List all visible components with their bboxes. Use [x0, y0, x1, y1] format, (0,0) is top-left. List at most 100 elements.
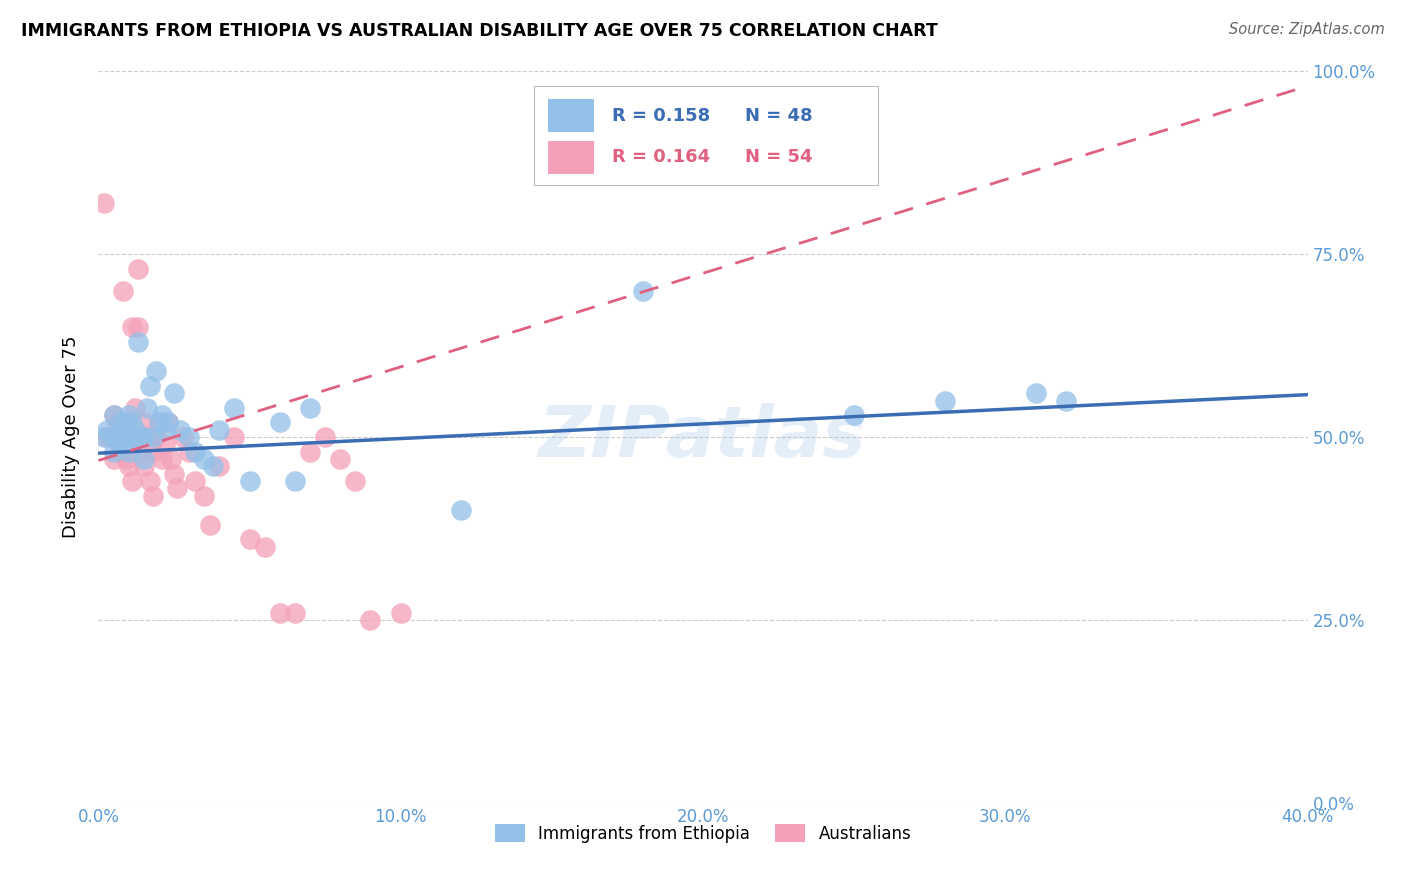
Point: [389, 606, 412, 620]
Point: [129, 430, 152, 444]
Point: [193, 452, 215, 467]
Point: [200, 517, 222, 532]
Point: [150, 408, 173, 422]
Y-axis label: Disability Age Over 75: Disability Age Over 75: [62, 335, 80, 539]
Text: R = 0.164: R = 0.164: [613, 148, 710, 166]
Point: [108, 444, 131, 458]
Point: [111, 284, 134, 298]
Point: [135, 401, 157, 415]
Point: [344, 474, 367, 488]
Legend: Immigrants from Ethiopia, Australians: Immigrants from Ethiopia, Australians: [488, 817, 918, 849]
Point: [100, 430, 122, 444]
Point: [124, 430, 146, 444]
Point: [132, 459, 155, 474]
Point: [111, 423, 134, 437]
Point: [253, 540, 276, 554]
Point: [114, 416, 136, 430]
Point: [118, 408, 141, 422]
Point: [100, 430, 122, 444]
Point: [163, 467, 186, 481]
Point: [450, 503, 472, 517]
Point: [103, 408, 125, 422]
Point: [124, 430, 146, 444]
Point: [118, 444, 141, 458]
Point: [202, 459, 225, 474]
Point: [156, 416, 179, 430]
FancyBboxPatch shape: [548, 99, 595, 132]
Point: [145, 364, 167, 378]
Point: [934, 393, 956, 408]
Point: [269, 606, 291, 620]
Point: [132, 430, 155, 444]
Point: [153, 437, 176, 451]
Point: [129, 444, 152, 458]
Point: [156, 416, 179, 430]
Text: IMMIGRANTS FROM ETHIOPIA VS AUSTRALIAN DISABILITY AGE OVER 75 CORRELATION CHART: IMMIGRANTS FROM ETHIOPIA VS AUSTRALIAN D…: [21, 22, 938, 40]
Point: [844, 408, 866, 422]
Text: N = 48: N = 48: [745, 107, 813, 125]
Point: [329, 452, 352, 467]
Point: [132, 416, 155, 430]
Point: [148, 416, 170, 430]
Point: [108, 423, 131, 437]
Point: [121, 320, 143, 334]
Point: [179, 430, 201, 444]
Point: [105, 416, 128, 430]
Point: [208, 423, 231, 437]
Point: [299, 444, 322, 458]
Point: [314, 430, 336, 444]
Point: [114, 437, 136, 451]
Point: [121, 430, 143, 444]
Point: [208, 459, 231, 474]
Point: [139, 379, 162, 393]
Text: N = 54: N = 54: [745, 148, 813, 166]
Point: [142, 430, 165, 444]
Point: [118, 430, 141, 444]
Point: [121, 474, 143, 488]
Point: [153, 423, 176, 437]
Point: [114, 416, 136, 430]
Point: [124, 401, 146, 415]
Point: [105, 430, 128, 444]
Point: [239, 533, 262, 547]
Point: [142, 489, 165, 503]
Point: [163, 386, 186, 401]
Point: [96, 430, 118, 444]
Text: R = 0.158: R = 0.158: [613, 107, 710, 125]
Point: [132, 452, 155, 467]
FancyBboxPatch shape: [534, 86, 879, 185]
Point: [103, 452, 125, 467]
Point: [111, 430, 134, 444]
Point: [179, 444, 201, 458]
Point: [127, 334, 149, 349]
Point: [103, 444, 125, 458]
Point: [150, 452, 173, 467]
Point: [127, 320, 149, 334]
Point: [284, 474, 307, 488]
Point: [93, 430, 115, 444]
Text: Source: ZipAtlas.com: Source: ZipAtlas.com: [1229, 22, 1385, 37]
Point: [111, 430, 134, 444]
Point: [1054, 393, 1077, 408]
Point: [103, 408, 125, 422]
Point: [224, 401, 246, 415]
Point: [172, 430, 194, 444]
Point: [118, 459, 141, 474]
Point: [114, 452, 136, 467]
Point: [135, 430, 157, 444]
Point: [121, 416, 143, 430]
Point: [142, 444, 165, 458]
Text: ZIPatlas: ZIPatlas: [540, 402, 866, 472]
Point: [129, 430, 152, 444]
FancyBboxPatch shape: [548, 141, 595, 174]
Point: [148, 416, 170, 430]
Point: [96, 423, 118, 437]
Point: [124, 423, 146, 437]
Point: [105, 430, 128, 444]
Point: [145, 430, 167, 444]
Point: [239, 474, 262, 488]
Point: [193, 489, 215, 503]
Point: [93, 196, 115, 211]
Point: [166, 481, 188, 495]
Point: [284, 606, 307, 620]
